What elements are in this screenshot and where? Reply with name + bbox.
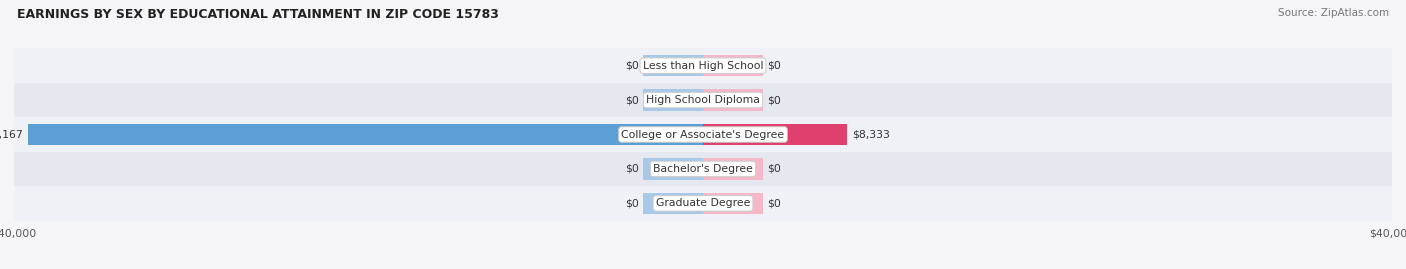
Text: High School Diploma: High School Diploma	[647, 95, 759, 105]
Text: Graduate Degree: Graduate Degree	[655, 198, 751, 208]
Bar	[703, 158, 763, 180]
Text: $0: $0	[766, 61, 780, 71]
Text: Source: ZipAtlas.com: Source: ZipAtlas.com	[1278, 8, 1389, 18]
Bar	[14, 152, 1392, 186]
Bar	[28, 124, 703, 145]
Text: $0: $0	[626, 61, 640, 71]
Bar	[14, 186, 1392, 221]
Text: $0: $0	[766, 198, 780, 208]
Text: College or Associate's Degree: College or Associate's Degree	[621, 129, 785, 140]
Bar	[14, 48, 1392, 83]
Bar	[14, 83, 1392, 117]
Text: $8,333: $8,333	[852, 129, 890, 140]
Bar	[703, 193, 763, 214]
Text: $0: $0	[626, 95, 640, 105]
Bar	[14, 117, 1392, 152]
Bar	[703, 55, 763, 76]
Text: $0: $0	[766, 95, 780, 105]
Text: $0: $0	[766, 164, 780, 174]
Bar	[643, 193, 703, 214]
Text: $0: $0	[626, 164, 640, 174]
Text: $0: $0	[626, 198, 640, 208]
Bar	[703, 124, 846, 145]
Bar	[643, 55, 703, 76]
Text: $39,167: $39,167	[0, 129, 22, 140]
Bar	[643, 89, 703, 111]
Bar	[643, 158, 703, 180]
Text: Bachelor's Degree: Bachelor's Degree	[652, 164, 754, 174]
Bar	[703, 89, 763, 111]
Text: EARNINGS BY SEX BY EDUCATIONAL ATTAINMENT IN ZIP CODE 15783: EARNINGS BY SEX BY EDUCATIONAL ATTAINMEN…	[17, 8, 499, 21]
Text: Less than High School: Less than High School	[643, 61, 763, 71]
